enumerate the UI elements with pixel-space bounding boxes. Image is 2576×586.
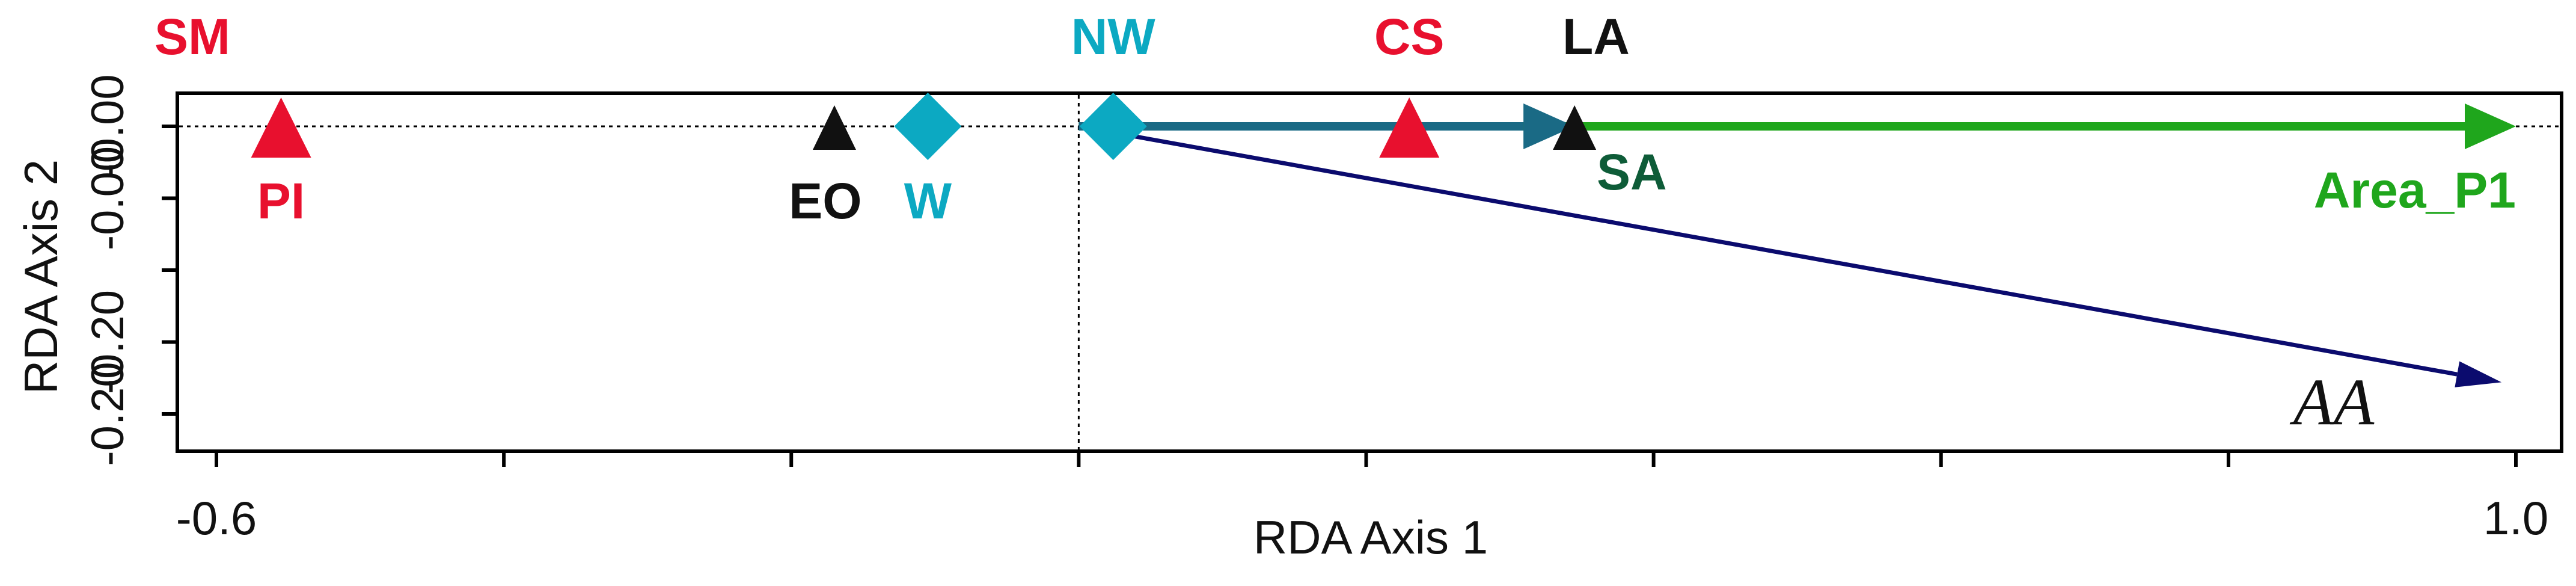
y-tick-label: -0.00: [82, 146, 133, 250]
x-axis-label: RDA Axis 1: [1253, 511, 1488, 564]
vector-label: AA: [2289, 365, 2375, 439]
y-tick-label: -0.20: [82, 362, 133, 466]
plot-frame: [176, 91, 2563, 453]
vector-arrowhead: [2465, 103, 2516, 149]
marker-triangle: [812, 105, 856, 150]
top-label: CS: [1374, 8, 1445, 65]
top-label: NW: [1071, 8, 1156, 65]
marker-diamond: [894, 93, 962, 160]
vector-label: Area_P1: [2314, 162, 2516, 218]
y-axis-label: RDA Axis 2: [14, 159, 67, 394]
x-tick-label: 1.0: [2483, 492, 2548, 544]
point-label: EO: [789, 173, 861, 229]
y-tick-label: -0.20: [82, 290, 133, 394]
point-label: PI: [257, 173, 305, 229]
marker-diamond: [1079, 93, 1147, 160]
vector-arrowhead: [2455, 361, 2502, 387]
marker-triangle: [1553, 105, 1597, 150]
marker-triangle: [1379, 97, 1440, 158]
x-tick-label: -0.6: [176, 492, 257, 544]
vector-arrowhead: [1523, 103, 1575, 149]
top-label: SM: [154, 8, 230, 65]
top-label: LA: [1562, 8, 1630, 65]
marker-triangle: [251, 97, 311, 158]
vector-label: SA: [1597, 144, 1667, 200]
point-label: W: [904, 173, 952, 229]
vector-line: [1078, 124, 2458, 377]
y-tick-label: -0.00: [82, 74, 133, 178]
